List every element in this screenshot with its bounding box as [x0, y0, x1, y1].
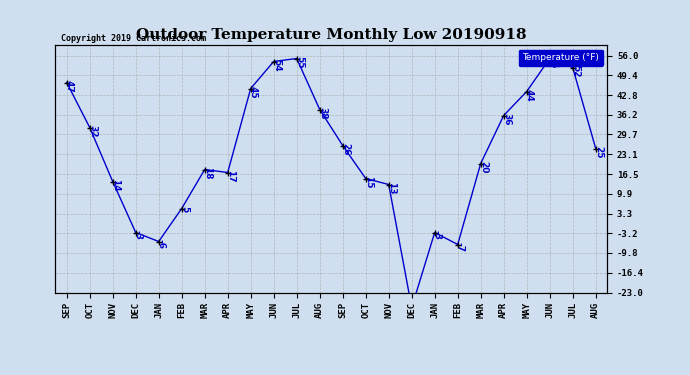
Text: -28: -28 [0, 374, 1, 375]
Text: 13: 13 [387, 182, 396, 194]
Title: Outdoor Temperature Monthly Low 20190918: Outdoor Temperature Monthly Low 20190918 [136, 28, 526, 42]
Text: 14: 14 [111, 179, 120, 191]
Text: 17: 17 [226, 170, 235, 182]
Text: 26: 26 [341, 143, 350, 155]
Text: 5: 5 [180, 206, 189, 212]
Text: -3: -3 [433, 230, 442, 240]
Text: -6: -6 [157, 239, 166, 249]
Text: 45: 45 [249, 86, 258, 98]
Text: 18: 18 [203, 167, 212, 179]
Text: 25: 25 [594, 146, 603, 158]
Text: 32: 32 [88, 125, 97, 137]
Text: 55: 55 [295, 56, 304, 68]
Text: 36: 36 [502, 113, 511, 125]
Text: Copyright 2019 Cartronics.com: Copyright 2019 Cartronics.com [61, 33, 206, 42]
Text: 54: 54 [272, 59, 281, 71]
Text: -7: -7 [456, 242, 465, 252]
Text: 52: 52 [571, 65, 580, 77]
Legend: Temperature (°F): Temperature (°F) [519, 50, 602, 66]
Text: 20: 20 [479, 161, 488, 173]
Text: 38: 38 [318, 107, 327, 119]
Text: -3: -3 [134, 230, 143, 240]
Text: 44: 44 [525, 89, 534, 102]
Text: 55: 55 [548, 56, 557, 68]
Text: 47: 47 [65, 80, 74, 93]
Text: 15: 15 [364, 176, 373, 188]
